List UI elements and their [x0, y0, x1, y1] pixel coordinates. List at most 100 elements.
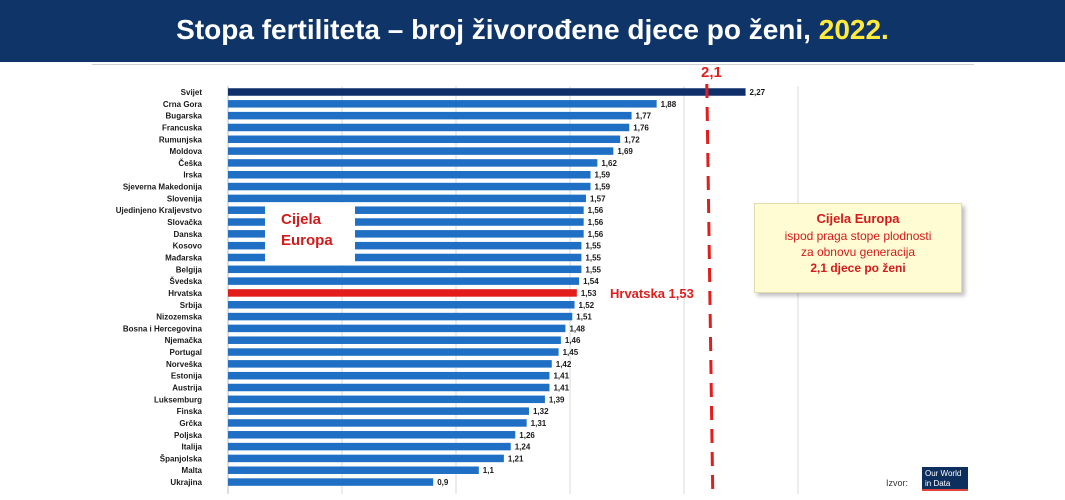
source-label: Izvor: — [886, 478, 909, 488]
bar — [228, 395, 545, 404]
bar — [228, 100, 657, 108]
bar — [228, 265, 582, 274]
title-main: Stopa fertiliteta – broj živorođene djec… — [176, 14, 819, 45]
replacement-note: Cijela Europa ispod praga stope plodnost… — [754, 203, 962, 293]
value-label: 1,88 — [661, 100, 677, 109]
value-label: 0,9 — [437, 478, 449, 487]
bar — [228, 324, 566, 333]
europe-callout-line-2: Europa — [281, 232, 333, 249]
category-label: Nizozemska — [156, 313, 202, 322]
value-label: 1,24 — [515, 443, 531, 452]
bar — [228, 88, 746, 96]
bar — [228, 111, 632, 120]
category-label: Švedska — [170, 277, 203, 286]
bar — [228, 230, 584, 238]
title-year: 2022. — [818, 14, 889, 45]
value-label: 1,26 — [519, 431, 535, 440]
note-line-1: Cijela Europa — [816, 211, 900, 226]
category-label: Francuska — [162, 123, 203, 132]
value-label: 1,53 — [581, 289, 597, 298]
bar — [228, 218, 584, 226]
value-label: 1,56 — [588, 218, 604, 227]
note-line-2: ispod praga stope plodnosti — [784, 229, 932, 243]
category-label: Mađarska — [165, 253, 202, 262]
bar — [228, 348, 559, 356]
owid-logo: Our World in Data — [922, 467, 968, 491]
value-label: 1,42 — [556, 360, 572, 369]
category-label: Srbija — [180, 301, 203, 310]
bar — [228, 253, 582, 262]
europe-callout: Cijela Europa — [265, 203, 355, 265]
bar — [228, 371, 550, 380]
bar — [228, 301, 575, 309]
bar — [228, 206, 584, 214]
owid-logo-line-1: Our World — [925, 469, 962, 478]
value-label: 2,27 — [750, 88, 766, 97]
category-label: Svijet — [181, 88, 203, 97]
bar — [228, 478, 434, 486]
value-label: 1,56 — [588, 230, 604, 239]
value-label: 1,1 — [483, 466, 495, 475]
value-label: 1,59 — [595, 183, 611, 192]
threshold-label: 2,1 — [701, 64, 722, 81]
category-label: Grčka — [179, 419, 202, 428]
bar — [228, 159, 598, 167]
bar — [228, 431, 516, 439]
value-label: 1,55 — [585, 265, 601, 274]
bar — [228, 312, 573, 321]
page-title: Stopa fertiliteta – broj živorođene djec… — [0, 0, 1065, 62]
value-label: 1,21 — [508, 454, 524, 463]
category-label: Finska — [177, 407, 203, 416]
bar — [228, 194, 586, 203]
bar — [228, 170, 591, 179]
bar — [228, 407, 529, 415]
value-label: 1,55 — [585, 242, 601, 251]
value-label: 1,62 — [601, 159, 617, 168]
category-label: Hrvatska — [168, 289, 202, 298]
bar — [228, 123, 630, 132]
owid-logo-line-2: in Data — [925, 479, 951, 488]
bar — [228, 442, 511, 451]
value-label: 1,72 — [624, 135, 640, 144]
category-label: Poljska — [174, 431, 203, 440]
category-label: Španjolska — [160, 454, 203, 463]
category-label: Ujedinjeno Kraljevstvo — [116, 206, 202, 215]
category-label: Sjeverna Makedonija — [123, 183, 203, 192]
bar — [228, 454, 504, 463]
category-label: Belgija — [176, 265, 203, 274]
category-label: Austrija — [172, 384, 202, 393]
value-label: 1,48 — [569, 324, 585, 333]
category-label: Malta — [182, 466, 203, 475]
value-label: 1,55 — [585, 253, 601, 262]
category-label: Portugal — [170, 348, 202, 357]
category-label: Kosovo — [173, 242, 202, 251]
value-label: 1,45 — [563, 348, 579, 357]
note-line-4: 2,1 djece po ženi — [810, 261, 906, 275]
value-label: 1,41 — [553, 372, 569, 381]
category-label: Bugarska — [166, 112, 203, 121]
category-label: Italija — [182, 443, 203, 452]
threshold-line — [705, 83, 715, 497]
top-divider — [92, 64, 974, 65]
category-label: Češka — [178, 159, 202, 168]
category-label: Luksemburg — [154, 395, 202, 404]
category-label: Crna Gora — [163, 100, 203, 109]
category-label: Norveška — [166, 360, 203, 369]
bar — [228, 383, 550, 392]
category-label: Bosna i Hercegovina — [123, 324, 203, 333]
bar — [228, 277, 580, 285]
value-label: 1,57 — [590, 194, 606, 203]
value-label: 1,76 — [633, 123, 649, 132]
value-label: 1,51 — [576, 313, 592, 322]
value-label: 1,31 — [531, 419, 547, 428]
category-label: Estonija — [171, 372, 203, 381]
value-label: 1,46 — [565, 336, 581, 345]
value-label: 1,54 — [583, 277, 599, 286]
bar — [228, 360, 552, 368]
bar — [228, 466, 479, 474]
category-label: Njemačka — [165, 336, 203, 345]
header-banner — [0, 0, 1065, 62]
bar — [228, 419, 527, 427]
bar — [228, 182, 591, 191]
